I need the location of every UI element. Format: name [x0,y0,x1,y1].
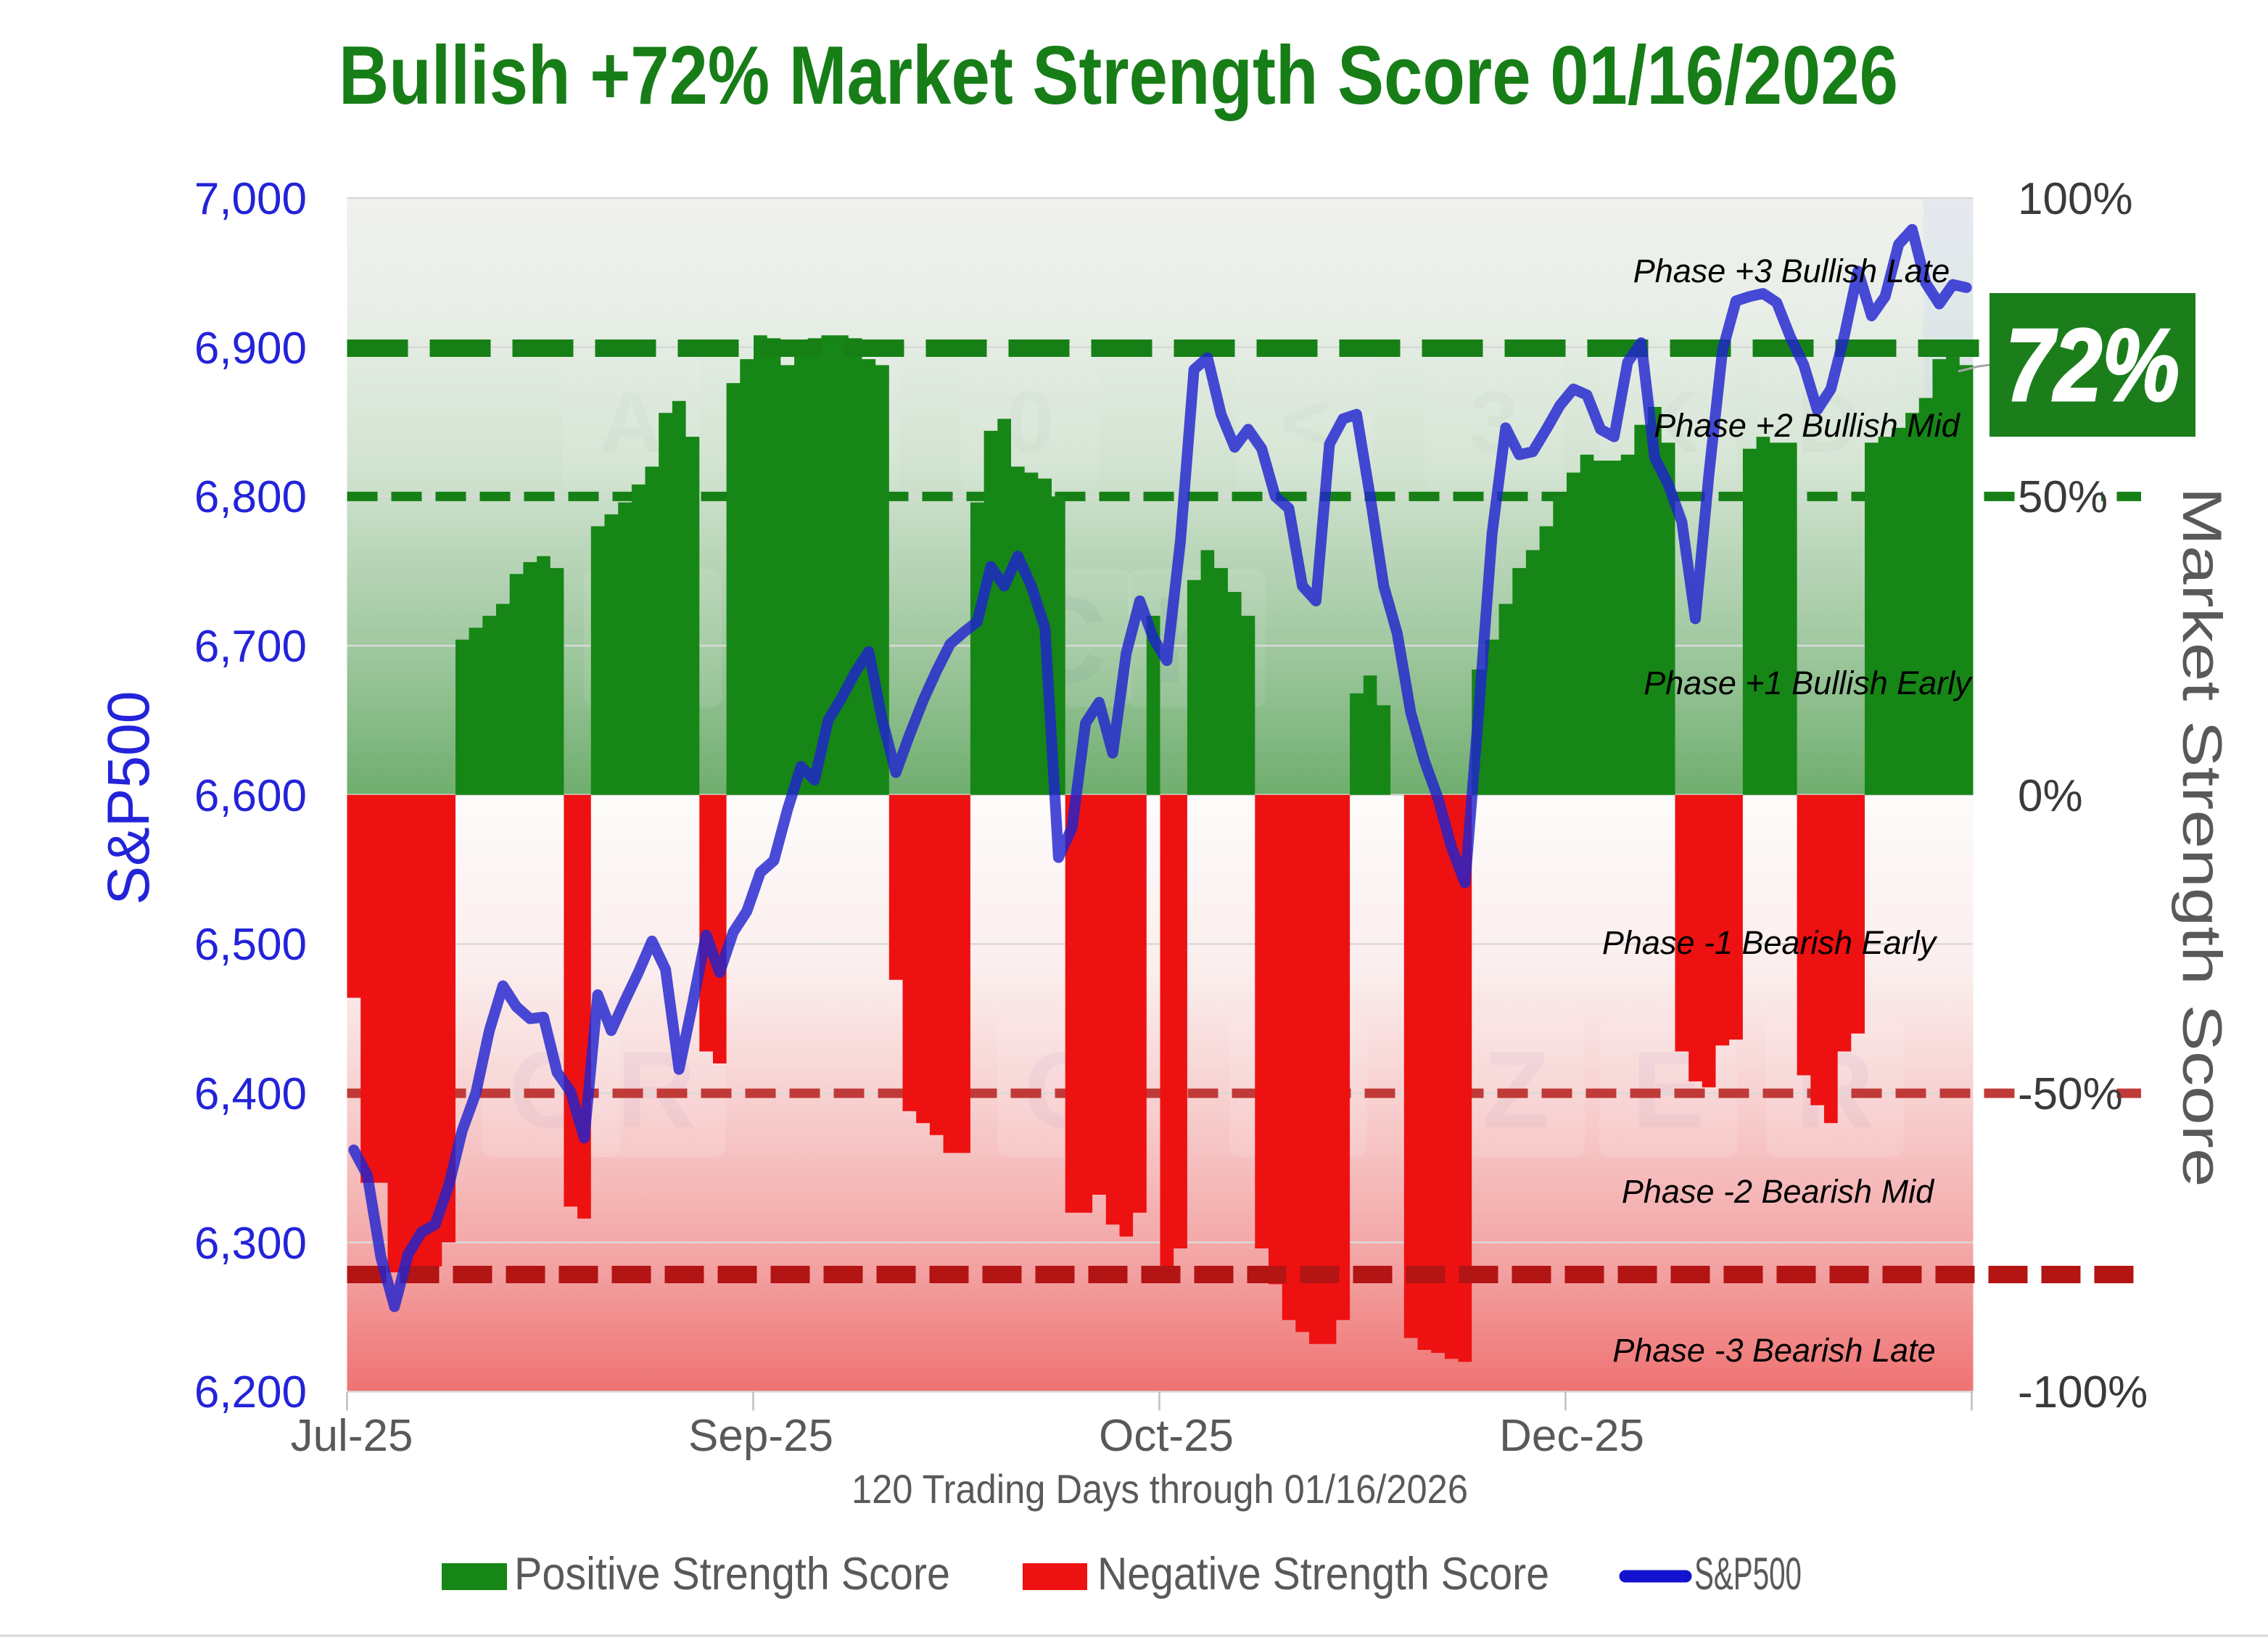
svg-text:6,900: 6,900 [194,324,307,374]
svg-text:S&P500: S&P500 [1694,1549,1802,1599]
svg-text:Positive Strength Score: Positive Strength Score [514,1549,950,1599]
svg-text:Phase +2 Bullish Mid: Phase +2 Bullish Mid [1654,407,1960,444]
svg-text:3: 3 [1470,374,1519,471]
svg-text:6,300: 6,300 [194,1219,307,1269]
svg-text:0: 0 [1006,374,1055,471]
svg-text:Sep-25: Sep-25 [688,1411,833,1461]
svg-text:Phase -1 Bearish Early: Phase -1 Bearish Early [1602,924,1938,961]
svg-text:6,700: 6,700 [194,622,307,672]
svg-text:<: < [1280,374,1331,471]
svg-text:-50%: -50% [2018,1069,2123,1119]
svg-text:Dec-25: Dec-25 [1499,1411,1644,1461]
svg-text:Phase +3 Bullish Late: Phase +3 Bullish Late [1633,252,1950,289]
svg-text:Phase -3 Bearish Late: Phase -3 Bearish Late [1612,1332,1935,1369]
svg-text:72%: 72% [2005,308,2180,423]
svg-text:Negative Strength Score: Negative Strength Score [1097,1549,1549,1599]
svg-text:0%: 0% [2018,771,2083,821]
svg-text:7,000: 7,000 [194,174,307,224]
svg-text:6,800: 6,800 [194,472,307,522]
svg-text:6,400: 6,400 [194,1069,307,1119]
svg-text:Market Strength Score: Market Strength Score [2171,487,2232,1187]
svg-text:S&P500: S&P500 [96,691,162,905]
svg-text:6,200: 6,200 [194,1367,307,1417]
svg-text:A: A [600,374,663,471]
svg-text:100%: 100% [2018,174,2133,224]
svg-text:Phase +1 Bullish Early: Phase +1 Bullish Early [1644,664,1973,701]
svg-text:120 Trading Days through 01/16: 120 Trading Days through 01/16/2026 [851,1466,1468,1512]
svg-text:Bullish +72% Market Strength S: Bullish +72% Market Strength Score 01/16… [339,30,1898,122]
svg-text:Oct-25: Oct-25 [1099,1411,1234,1461]
svg-text:6,500: 6,500 [194,920,307,970]
svg-text:-100%: -100% [2018,1367,2148,1417]
svg-text:Phase -2 Bearish Mid: Phase -2 Bearish Mid [1622,1173,1935,1210]
svg-text:Jul-25: Jul-25 [291,1411,413,1461]
svg-text:6,600: 6,600 [194,771,307,821]
svg-text:50%: 50% [2018,472,2108,522]
